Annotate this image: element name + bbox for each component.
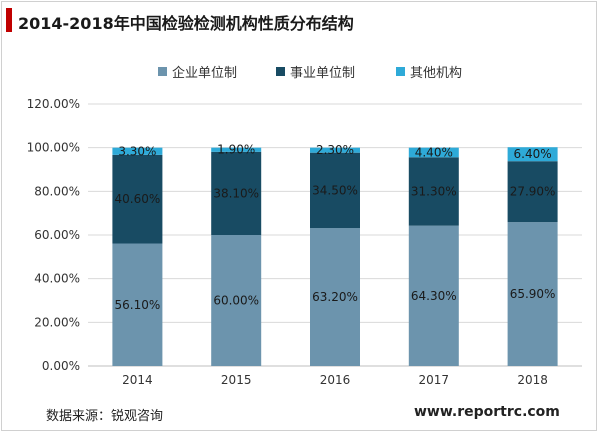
bar-segment	[408, 157, 459, 226]
y-tick-label: 40.00%	[34, 272, 80, 286]
bar-segment	[310, 147, 360, 153]
legend-item-other: 其他机构	[396, 62, 462, 81]
bar-segment	[112, 243, 163, 366]
data-label: 31.30%	[411, 184, 457, 198]
y-tick-label: 100.00%	[27, 141, 80, 155]
data-label: 1.90%	[217, 143, 255, 157]
data-label: 65.90%	[510, 287, 556, 301]
x-tick-label: 2016	[320, 373, 351, 387]
legend-item-enterprise: 企业单位制	[158, 62, 237, 81]
bar-segment	[112, 154, 163, 244]
data-label: 34.50%	[312, 183, 358, 197]
y-tick-label: 80.00%	[34, 184, 80, 198]
data-label: 64.30%	[411, 289, 457, 303]
y-tick-label: 20.00%	[34, 315, 80, 329]
data-label: 27.90%	[510, 185, 556, 199]
x-tick-label: 2015	[221, 373, 252, 387]
legend-label-enterprise: 企业单位制	[172, 66, 238, 81]
chart-title: 2014-2018年中国检验检测机构性质分布结构	[18, 14, 354, 33]
bar-segment	[507, 147, 558, 162]
legend-swatch-enterprise	[158, 67, 167, 76]
title-accent-bar	[6, 8, 12, 32]
legend-swatch-other	[396, 67, 405, 76]
legend: 企业单位制 事业单位制 其他机构	[0, 62, 600, 82]
website-label: www.reportrc.com	[414, 404, 560, 420]
bar-segment	[507, 161, 558, 223]
data-label: 3.30%	[118, 144, 156, 158]
data-label: 40.60%	[115, 192, 161, 206]
x-tick-label: 2014	[122, 373, 153, 387]
legend-label-other: 其他机构	[410, 66, 463, 81]
y-tick-label: 120.00%	[27, 97, 80, 111]
data-label: 2.30%	[316, 143, 354, 157]
data-label: 56.10%	[115, 298, 161, 312]
bar-segment	[408, 147, 459, 158]
bar-segment	[408, 225, 459, 366]
bar-segment	[310, 152, 360, 229]
legend-item-institution: 事业单位制	[276, 62, 355, 81]
bar-segment	[507, 222, 558, 366]
data-label: 4.40%	[415, 145, 453, 159]
data-label: 38.10%	[213, 186, 259, 200]
x-tick-label: 2018	[517, 373, 548, 387]
y-tick-label: 60.00%	[34, 228, 80, 242]
legend-label-institution: 事业单位制	[290, 66, 356, 81]
x-tick-label: 2017	[419, 373, 450, 387]
data-label: 6.40%	[514, 147, 552, 161]
bar-segment	[112, 147, 163, 155]
bar-segment	[310, 228, 360, 366]
bar-segment	[211, 235, 262, 366]
data-label: 60.00%	[213, 294, 259, 308]
bar-segment	[211, 151, 262, 235]
data-label: 63.20%	[312, 290, 358, 304]
bar-segment	[211, 147, 262, 152]
y-tick-label: 0.00%	[42, 359, 80, 373]
source-note: 数据来源：锐观咨询	[46, 409, 164, 424]
legend-swatch-institution	[276, 67, 285, 76]
